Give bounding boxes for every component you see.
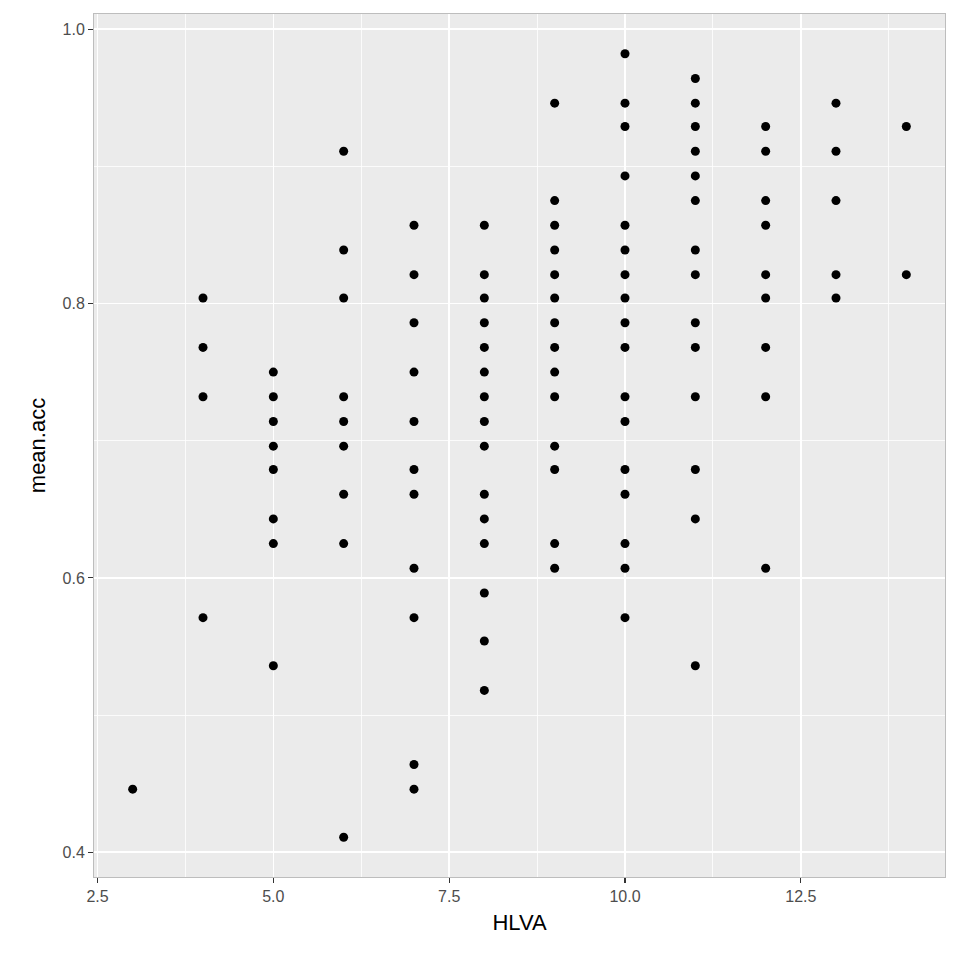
svg-text:0.8: 0.8 [63,295,85,312]
svg-text:0.6: 0.6 [63,570,85,587]
svg-text:0.4: 0.4 [63,844,85,861]
svg-text:2.5: 2.5 [86,888,108,905]
svg-text:7.5: 7.5 [438,888,460,905]
svg-text:12.5: 12.5 [785,888,816,905]
svg-text:HLVA: HLVA [492,910,547,935]
svg-text:1.0: 1.0 [63,21,85,38]
svg-text:10.0: 10.0 [609,888,640,905]
svg-text:5.0: 5.0 [262,888,284,905]
svg-text:mean.acc: mean.acc [25,398,50,493]
